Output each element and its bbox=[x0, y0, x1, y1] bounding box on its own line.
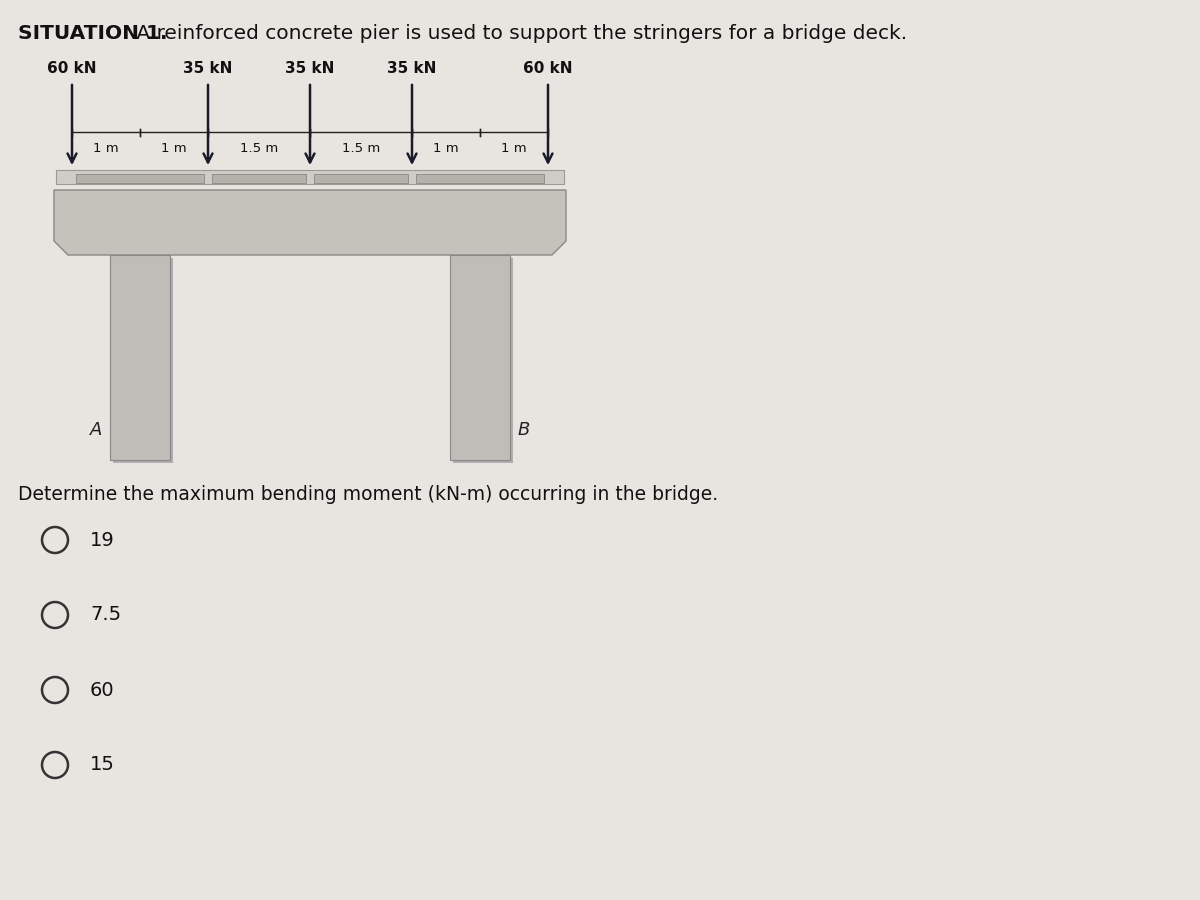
Polygon shape bbox=[110, 255, 170, 460]
Text: 60 kN: 60 kN bbox=[523, 61, 572, 76]
Text: 1 m: 1 m bbox=[433, 142, 458, 155]
Polygon shape bbox=[416, 174, 544, 183]
Text: 35 kN: 35 kN bbox=[388, 61, 437, 76]
Text: 1 m: 1 m bbox=[94, 142, 119, 155]
Polygon shape bbox=[54, 190, 566, 255]
Text: 19: 19 bbox=[90, 530, 115, 550]
Polygon shape bbox=[314, 174, 408, 183]
Text: 1.5 m: 1.5 m bbox=[342, 142, 380, 155]
Text: 1 m: 1 m bbox=[161, 142, 187, 155]
Polygon shape bbox=[113, 258, 173, 463]
Text: 60: 60 bbox=[90, 680, 115, 699]
Text: Determine the maximum bending moment (kN-m) occurring in the bridge.: Determine the maximum bending moment (kN… bbox=[18, 485, 718, 504]
Polygon shape bbox=[450, 255, 510, 460]
Polygon shape bbox=[76, 174, 204, 183]
Text: A reinforced concrete pier is used to support the stringers for a bridge deck.: A reinforced concrete pier is used to su… bbox=[130, 24, 907, 43]
Text: 35 kN: 35 kN bbox=[286, 61, 335, 76]
Text: 15: 15 bbox=[90, 755, 115, 775]
Text: 1.5 m: 1.5 m bbox=[240, 142, 278, 155]
Polygon shape bbox=[212, 174, 306, 183]
Text: 35 kN: 35 kN bbox=[184, 61, 233, 76]
Text: 7.5: 7.5 bbox=[90, 606, 121, 625]
Text: 60 kN: 60 kN bbox=[47, 61, 97, 76]
Text: 1 m: 1 m bbox=[502, 142, 527, 155]
Text: SITUATION 1.: SITUATION 1. bbox=[18, 24, 168, 43]
Text: A: A bbox=[90, 421, 102, 439]
Polygon shape bbox=[454, 258, 514, 463]
Polygon shape bbox=[56, 170, 564, 184]
Text: B: B bbox=[518, 421, 530, 439]
